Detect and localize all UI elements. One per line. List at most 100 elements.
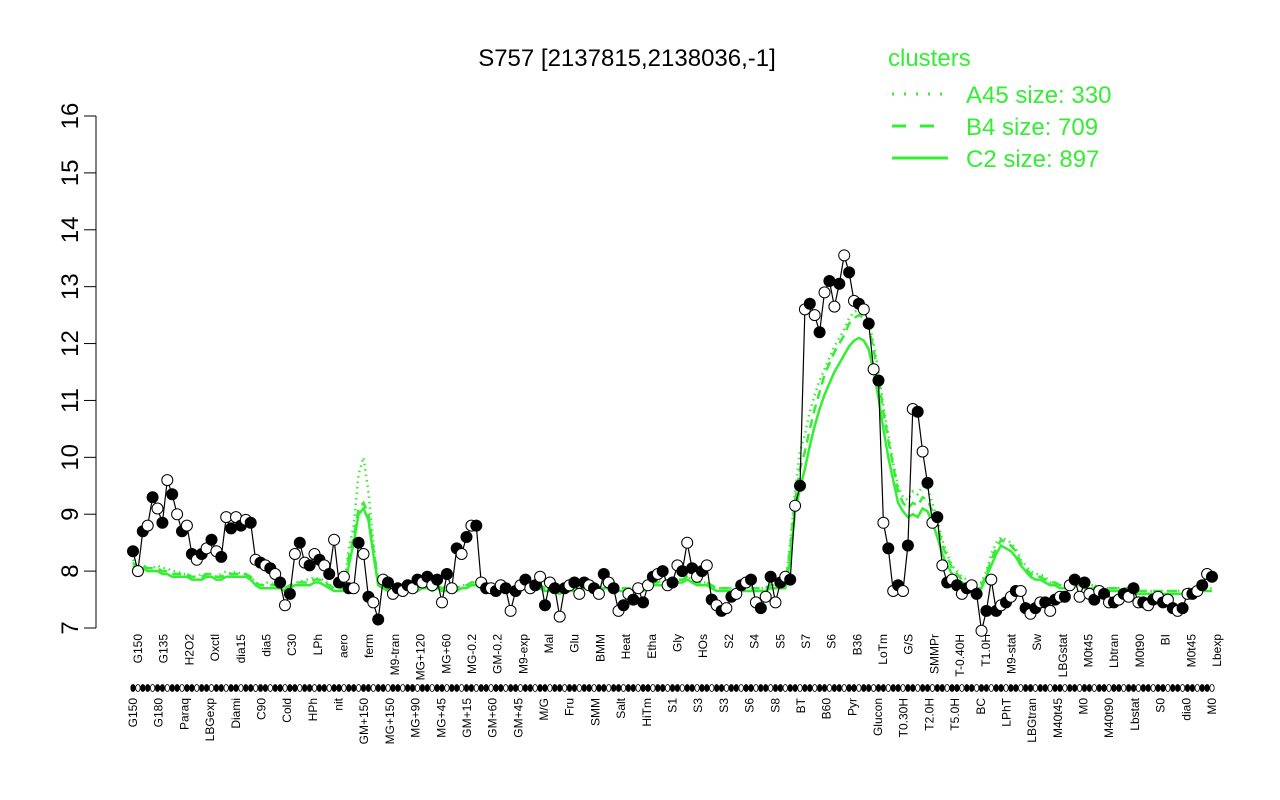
sample-marker xyxy=(174,684,180,692)
y-tick-label: 13 xyxy=(57,273,84,300)
sample-marker xyxy=(817,684,823,692)
x-label-bottom: LPhT xyxy=(999,697,1013,726)
sample-marker xyxy=(218,684,224,692)
sample-marker xyxy=(444,684,450,692)
sample-marker xyxy=(576,684,582,692)
data-point xyxy=(279,599,291,612)
sample-marker xyxy=(302,684,308,692)
sample-marker xyxy=(238,684,244,692)
sample-marker xyxy=(689,684,695,692)
y-tick-label: 7 xyxy=(57,621,84,634)
sample-marker xyxy=(581,684,587,692)
sample-marker xyxy=(611,684,617,692)
sample-marker xyxy=(606,684,612,692)
sample-marker xyxy=(1140,684,1146,692)
sample-marker xyxy=(753,684,759,692)
sample-marker xyxy=(306,684,313,692)
sample-marker xyxy=(512,684,519,692)
x-label-bottom: S1 xyxy=(666,698,680,713)
sample-marker xyxy=(1165,684,1171,692)
data-point xyxy=(1044,604,1057,617)
data-point xyxy=(460,531,473,543)
sample-marker xyxy=(1091,684,1097,692)
sample-marker xyxy=(557,684,563,692)
sample-marker xyxy=(208,684,215,692)
data-point xyxy=(367,596,380,609)
sample-marker xyxy=(812,684,818,692)
x-label-bottom: T2.0H xyxy=(922,698,936,731)
y-tick-label: 16 xyxy=(57,103,84,130)
sample-marker xyxy=(846,684,852,692)
data-point xyxy=(759,590,772,603)
data-point xyxy=(666,576,679,589)
sample-marker xyxy=(983,684,989,692)
data-point xyxy=(901,539,914,552)
x-label-bottom: Fru xyxy=(563,698,577,716)
sample-marker xyxy=(831,684,837,692)
sample-marker xyxy=(1081,684,1088,692)
x-label-top: Etha xyxy=(645,634,659,659)
data-point xyxy=(632,582,645,595)
sample-marker xyxy=(1209,684,1215,692)
sample-marker xyxy=(866,684,872,692)
sample-marker xyxy=(1027,684,1034,692)
sample-marker xyxy=(709,684,715,692)
data-point xyxy=(877,516,890,529)
x-label-bottom: T5.0H xyxy=(948,698,962,731)
x-label-top: Gly xyxy=(671,634,685,652)
sample-marker xyxy=(635,684,641,692)
sample-marker xyxy=(767,684,774,692)
sample-marker xyxy=(203,684,210,692)
sample-marker xyxy=(620,684,627,692)
sample-marker xyxy=(586,684,592,692)
sample-marker xyxy=(596,684,602,692)
x-label-top: M0t45 xyxy=(1082,634,1096,668)
chart-title: S757 [2137815,2138036,-1] xyxy=(478,45,776,72)
data-point xyxy=(1058,590,1071,603)
sample-marker xyxy=(1189,684,1195,692)
data-point xyxy=(818,286,831,299)
sample-marker xyxy=(130,684,136,692)
data-point xyxy=(225,522,238,535)
data-point xyxy=(843,266,856,279)
sample-marker xyxy=(370,684,376,692)
sample-marker xyxy=(498,684,504,692)
x-label-bottom: LBGexp xyxy=(203,698,217,742)
sample-marker xyxy=(409,684,416,692)
data-point xyxy=(592,587,605,600)
x-label-top: M0t90 xyxy=(1133,634,1147,668)
x-label-bottom: M0 xyxy=(1077,698,1091,715)
sample-marker xyxy=(733,684,739,692)
x-label-bottom: BT xyxy=(794,697,808,713)
sample-marker xyxy=(405,684,411,692)
x-label-top: BI xyxy=(1159,634,1173,645)
data-point xyxy=(936,559,949,572)
data-point xyxy=(867,363,880,376)
x-label-top: LoTm xyxy=(876,634,890,665)
x-label-top: S2 xyxy=(722,634,736,649)
data-point xyxy=(166,488,179,501)
data-point xyxy=(205,533,218,546)
sample-marker xyxy=(169,684,175,692)
data-point xyxy=(470,519,483,532)
y-tick-label: 8 xyxy=(57,564,84,577)
sample-marker xyxy=(468,684,475,692)
sample-marker xyxy=(493,684,499,692)
sample-marker xyxy=(875,684,882,692)
sample-marker xyxy=(1023,684,1029,692)
sample-marker xyxy=(341,684,347,692)
sample-marker xyxy=(346,684,352,692)
sample-marker xyxy=(311,684,318,692)
legend-label: C2 size: 897 xyxy=(966,146,1099,173)
sample-marker xyxy=(184,684,190,692)
data-point xyxy=(283,587,296,600)
sample-marker xyxy=(213,684,219,692)
x-label-top: Mal xyxy=(542,634,556,653)
data-point xyxy=(1068,573,1081,586)
x-label-bottom: SMM xyxy=(588,698,602,726)
x-axis: G150 G150 G135 G180 H2O2 Paraq Oxctl LBGexp dia1… xyxy=(126,633,1224,744)
data-point xyxy=(1014,585,1027,597)
data-point xyxy=(337,570,350,583)
sample-marker xyxy=(640,684,646,692)
data-point xyxy=(244,516,257,529)
